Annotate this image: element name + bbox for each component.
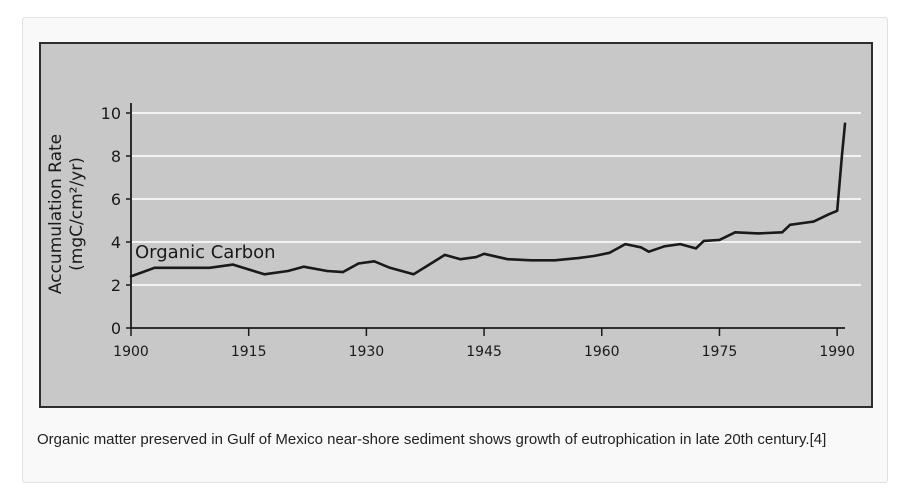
data-point (341, 270, 345, 274)
y-tick-label: 8 (111, 147, 121, 166)
y-tick-label: 2 (111, 276, 121, 295)
data-point (663, 245, 666, 248)
y-tick-label: 6 (111, 190, 121, 209)
data-point (624, 242, 627, 246)
x-tick-label: 1900 (113, 344, 149, 360)
data-point (529, 259, 533, 262)
accumulation-rate-chart: 0 2 4 6 8 10 1900 1915 1930 1945 1960 1975 1990 Acc… (39, 42, 873, 408)
figure-container: 0 2 4 6 8 10 1900 1915 1930 1945 1960 1975 1990 Acc… (22, 17, 888, 483)
data-point (427, 263, 431, 266)
data-point (482, 252, 486, 256)
x-tick-label: 1915 (231, 344, 267, 360)
x-tick-label: 1930 (349, 344, 385, 360)
y-axis: 0 2 4 6 8 10 (101, 103, 132, 338)
y-tick-label: 10 (101, 104, 121, 123)
data-point (702, 239, 705, 243)
series-layer (129, 122, 847, 278)
data-point (388, 266, 392, 269)
data-point (506, 258, 509, 261)
data-point (553, 259, 556, 262)
figure-caption: Organic matter preserved in Gulf of Mexi… (37, 431, 827, 448)
data-point (443, 253, 447, 257)
data-point (679, 242, 682, 246)
y-tick-label: 4 (111, 233, 121, 252)
data-point (781, 231, 784, 234)
data-point (302, 265, 305, 268)
y-tick-label: 0 (111, 319, 121, 338)
data-point (828, 212, 831, 216)
data-point (373, 260, 376, 263)
data-point (639, 246, 643, 249)
plot-background (39, 42, 873, 408)
data-point (694, 247, 698, 250)
x-tick-label: 1975 (702, 344, 738, 360)
gridlines (131, 112, 861, 286)
chart-panel: 0 2 4 6 8 10 1900 1915 1930 1945 1960 1975 1990 Acc… (39, 42, 873, 408)
data-point (733, 231, 737, 234)
data-point (357, 262, 360, 265)
series-label-organic-carbon: Organic Carbon (135, 242, 276, 263)
data-point (325, 269, 329, 273)
data-point (129, 275, 133, 278)
data-point (804, 221, 807, 224)
x-tick-label: 1990 (819, 344, 855, 360)
data-point (757, 232, 760, 235)
x-tick-label: 1945 (466, 344, 502, 360)
data-point (812, 220, 815, 223)
data-point (153, 266, 156, 269)
data-point (647, 250, 651, 253)
data-point (788, 223, 792, 226)
data-point (835, 209, 839, 213)
y-axis-label-line-2: (mgC/cm²/yr) (67, 157, 87, 271)
data-point (843, 122, 847, 125)
data-point (840, 154, 844, 158)
data-point (608, 251, 611, 254)
data-point (231, 263, 235, 266)
y-axis-label-line-1: Accumulation Rate (46, 134, 66, 294)
data-point (208, 266, 211, 269)
x-tick-label: 1960 (584, 344, 620, 360)
data-point (475, 255, 478, 259)
data-point (718, 238, 721, 242)
data-point (592, 254, 596, 258)
data-point (577, 256, 580, 260)
data-point (263, 273, 266, 276)
data-point (459, 258, 462, 261)
data-point (412, 273, 415, 276)
x-axis: 1900 1915 1930 1945 1960 1975 1990 (113, 327, 855, 360)
data-point (286, 269, 290, 273)
data-point (176, 266, 180, 269)
